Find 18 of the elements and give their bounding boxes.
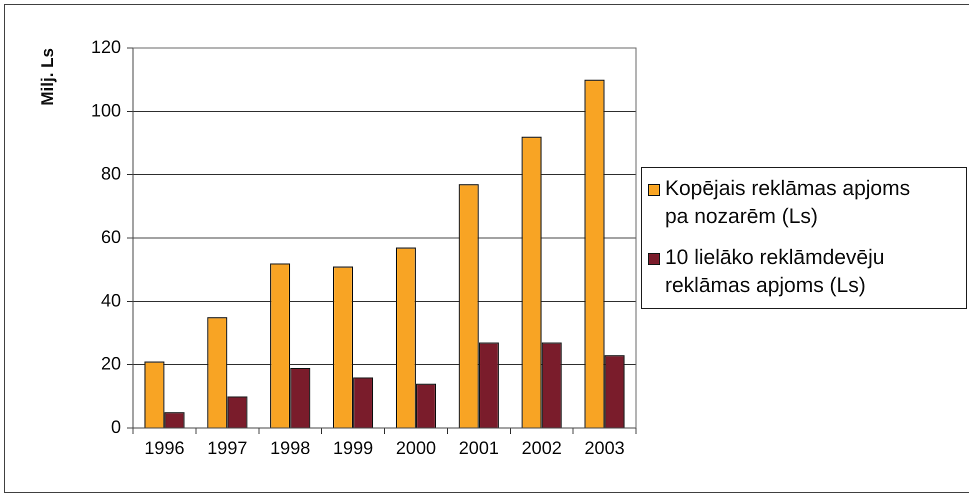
x-tick-label: 1997 — [207, 438, 248, 458]
y-tick-label: 100 — [90, 100, 121, 120]
x-tick-label: 1996 — [144, 438, 184, 458]
y-tick-label: 0 — [110, 416, 121, 437]
y-axis-title: Milj. Ls — [38, 48, 57, 106]
x-tick-label: 2003 — [584, 438, 625, 458]
legend-label: 10 lielāko reklāmdevēju reklāmas apjoms (Ls) — [665, 245, 886, 299]
x-tick-label: 2000 — [396, 438, 436, 458]
y-tick-label: 120 — [90, 36, 121, 57]
legend-label: Kopējais reklāmas apjoms pa nozarēm (Ls) — [665, 176, 912, 230]
y-tick-label: 60 — [100, 226, 121, 247]
y-tick-label: 80 — [100, 164, 121, 184]
y-tick-label: 20 — [100, 354, 121, 374]
x-tick-label: 2002 — [522, 438, 562, 458]
x-tick-label: 1999 — [333, 438, 374, 458]
x-tick-label: 2001 — [458, 438, 499, 458]
y-tick-label: 40 — [100, 290, 121, 310]
x-tick-label: 1998 — [270, 438, 310, 458]
